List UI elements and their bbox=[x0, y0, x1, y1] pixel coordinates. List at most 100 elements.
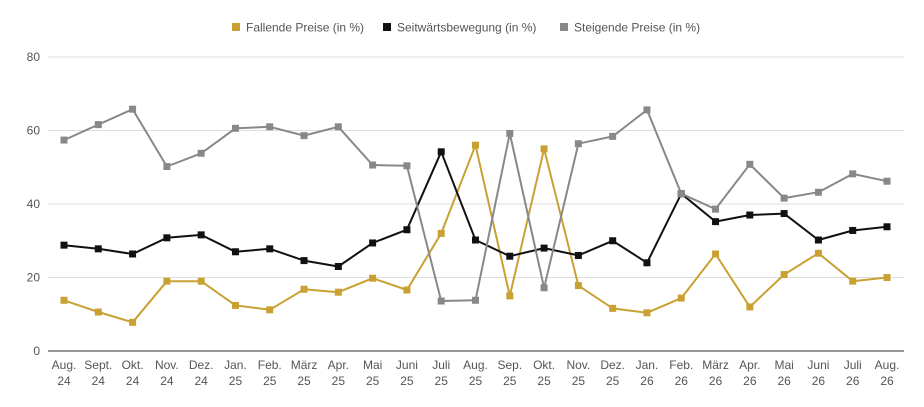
data-point[interactable] bbox=[746, 211, 754, 219]
data-point[interactable] bbox=[369, 239, 377, 247]
data-point[interactable] bbox=[643, 309, 651, 317]
data-point[interactable] bbox=[266, 245, 274, 253]
data-point[interactable] bbox=[334, 288, 342, 296]
data-point[interactable] bbox=[677, 190, 685, 198]
x-tick-label-year: 26 bbox=[880, 374, 894, 388]
data-point[interactable] bbox=[609, 304, 617, 312]
data-point[interactable] bbox=[94, 245, 102, 253]
y-tick-label: 0 bbox=[33, 344, 40, 358]
data-point[interactable] bbox=[197, 277, 205, 285]
data-point[interactable] bbox=[883, 177, 891, 185]
x-tick-label-month: Juli bbox=[432, 358, 450, 372]
data-point[interactable] bbox=[60, 241, 68, 249]
data-point[interactable] bbox=[506, 252, 514, 260]
data-point[interactable] bbox=[60, 136, 68, 144]
data-point[interactable] bbox=[266, 123, 274, 131]
data-point[interactable] bbox=[780, 271, 788, 279]
y-axis-ticks: 0 20 40 60 80 bbox=[27, 50, 41, 358]
data-point[interactable] bbox=[129, 105, 137, 113]
series-0 bbox=[60, 141, 891, 326]
data-point[interactable] bbox=[231, 301, 239, 309]
data-point[interactable] bbox=[197, 149, 205, 157]
data-point[interactable] bbox=[163, 277, 171, 285]
data-point[interactable] bbox=[94, 308, 102, 316]
data-point[interactable] bbox=[300, 257, 308, 265]
data-point[interactable] bbox=[677, 294, 685, 302]
data-point[interactable] bbox=[574, 251, 582, 259]
data-point[interactable] bbox=[746, 160, 754, 168]
data-point[interactable] bbox=[163, 163, 171, 171]
data-point[interactable] bbox=[540, 244, 548, 252]
data-point[interactable] bbox=[540, 145, 548, 153]
data-point[interactable] bbox=[574, 282, 582, 290]
legend-item-1[interactable]: Seitwärtsbewegung (in %) bbox=[383, 21, 536, 35]
data-point[interactable] bbox=[300, 285, 308, 293]
data-point[interactable] bbox=[437, 148, 445, 156]
data-point[interactable] bbox=[780, 194, 788, 202]
x-tick-label-year: 26 bbox=[812, 374, 826, 388]
data-point[interactable] bbox=[403, 286, 411, 294]
data-point[interactable] bbox=[403, 162, 411, 170]
data-point[interactable] bbox=[266, 306, 274, 314]
data-point[interactable] bbox=[231, 248, 239, 256]
data-point[interactable] bbox=[163, 234, 171, 242]
y-tick-label: 60 bbox=[27, 124, 41, 138]
data-point[interactable] bbox=[300, 132, 308, 140]
x-tick-label-year: 25 bbox=[469, 374, 483, 388]
data-point[interactable] bbox=[129, 250, 137, 258]
data-point[interactable] bbox=[746, 303, 754, 311]
data-point[interactable] bbox=[369, 161, 377, 169]
data-point[interactable] bbox=[129, 318, 137, 326]
legend-label: Seitwärtsbewegung (in %) bbox=[397, 21, 536, 35]
x-tick-label-year: 25 bbox=[503, 374, 517, 388]
x-tick-label-month: Sept. bbox=[84, 358, 112, 372]
data-point[interactable] bbox=[437, 297, 445, 305]
x-tick-label-month: Juli bbox=[844, 358, 862, 372]
x-tick-label-year: 26 bbox=[743, 374, 757, 388]
x-tick-label-month: März bbox=[702, 358, 729, 372]
data-point[interactable] bbox=[472, 141, 479, 149]
data-point[interactable] bbox=[334, 262, 342, 270]
data-point[interactable] bbox=[780, 210, 788, 218]
data-point[interactable] bbox=[197, 231, 205, 239]
data-point[interactable] bbox=[334, 123, 342, 131]
data-point[interactable] bbox=[814, 236, 822, 244]
x-tick-label-month: Apr. bbox=[739, 358, 760, 372]
x-tick-label-month: Juni bbox=[396, 358, 418, 372]
data-point[interactable] bbox=[643, 106, 651, 114]
data-point[interactable] bbox=[712, 218, 720, 226]
grid bbox=[48, 56, 904, 352]
data-point[interactable] bbox=[883, 274, 891, 281]
data-point[interactable] bbox=[609, 132, 617, 140]
data-point[interactable] bbox=[574, 140, 582, 148]
data-point[interactable] bbox=[643, 259, 651, 267]
data-point[interactable] bbox=[814, 249, 822, 257]
x-tick-label-month: Jan. bbox=[224, 358, 247, 372]
data-point[interactable] bbox=[712, 205, 720, 213]
data-point[interactable] bbox=[60, 296, 68, 304]
x-tick-label-month: Okt. bbox=[533, 358, 555, 372]
data-point[interactable] bbox=[883, 223, 891, 231]
data-point[interactable] bbox=[849, 170, 857, 178]
x-tick-label-month: März bbox=[291, 358, 318, 372]
x-tick-label-month: Feb. bbox=[669, 358, 693, 372]
data-point[interactable] bbox=[472, 236, 479, 244]
data-point[interactable] bbox=[609, 237, 617, 245]
data-point[interactable] bbox=[472, 296, 479, 304]
legend-item-2[interactable]: Steigende Preise (in %) bbox=[560, 21, 700, 35]
legend-item-0[interactable]: Fallende Preise (in %) bbox=[232, 21, 364, 35]
data-point[interactable] bbox=[849, 277, 857, 285]
data-point[interactable] bbox=[814, 188, 822, 196]
x-tick-label-year: 24 bbox=[126, 374, 140, 388]
data-point[interactable] bbox=[94, 121, 102, 129]
data-point[interactable] bbox=[540, 284, 548, 292]
data-point[interactable] bbox=[437, 229, 445, 237]
data-point[interactable] bbox=[369, 274, 377, 282]
data-point[interactable] bbox=[403, 226, 411, 234]
x-tick-label-month: Juni bbox=[807, 358, 829, 372]
data-point[interactable] bbox=[849, 226, 857, 234]
data-point[interactable] bbox=[506, 292, 514, 300]
data-point[interactable] bbox=[506, 129, 514, 137]
data-point[interactable] bbox=[231, 124, 239, 132]
data-point[interactable] bbox=[712, 250, 720, 258]
